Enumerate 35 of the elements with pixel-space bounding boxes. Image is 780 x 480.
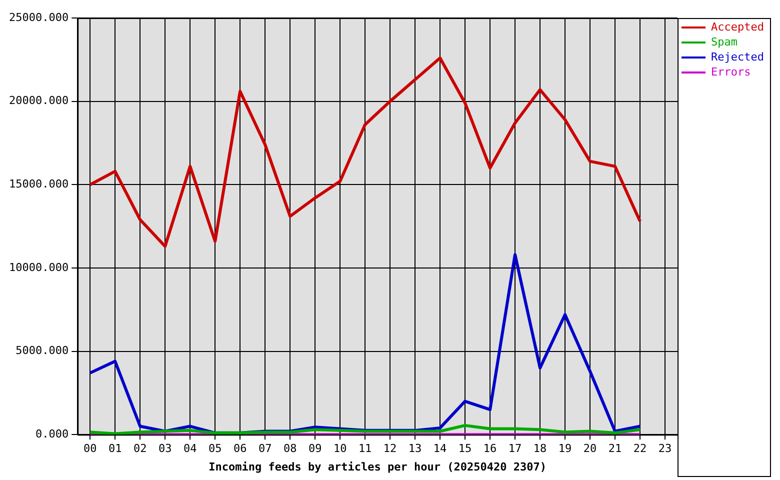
x-tick-label: 02 [133,442,147,456]
x-tick-label: 03 [158,442,172,456]
x-tick-label: 08 [283,442,297,456]
x-tick-label: 10 [333,442,347,456]
y-tick-label: 0.000 [35,427,69,440]
x-tick-label: 06 [233,442,247,456]
x-tick-label: 14 [433,442,448,456]
x-tick-label: 07 [258,442,272,456]
legend-label: Errors [711,65,751,78]
legend-label: Spam [711,35,738,48]
x-tick-label: 20 [583,442,597,456]
x-tick-label: 09 [308,442,322,456]
x-tick-label: 16 [483,442,497,456]
x-tick-label: 12 [383,442,397,456]
x-tick-label: 17 [508,442,522,456]
y-tick-label: 20000.000 [8,94,69,108]
legend-label: Accepted [711,20,764,34]
x-tick-label: 19 [558,442,572,456]
x-tick-label: 04 [183,442,198,456]
x-tick-label: 11 [358,442,372,456]
x-tick-label: 22 [633,442,647,456]
x-tick-label: 23 [658,442,672,456]
y-tick-label: 10000.000 [8,260,69,274]
x-tick-label: 21 [608,442,622,456]
x-axis-title: Incoming feeds by articles per hour (20250420 2307) [208,460,546,474]
legend-label: Rejected [711,50,764,64]
x-tick-label: 00 [83,442,97,456]
x-tick-label: 15 [458,442,472,456]
y-tick-label: 5000.000 [16,344,69,358]
x-tick-label: 13 [408,442,422,456]
x-tick-label: 01 [108,442,122,456]
x-tick-label: 18 [533,442,547,456]
x-tick-label: 05 [208,442,222,456]
y-tick-label: 15000.000 [8,178,69,190]
y-tick-label: 25000.000 [8,10,69,24]
